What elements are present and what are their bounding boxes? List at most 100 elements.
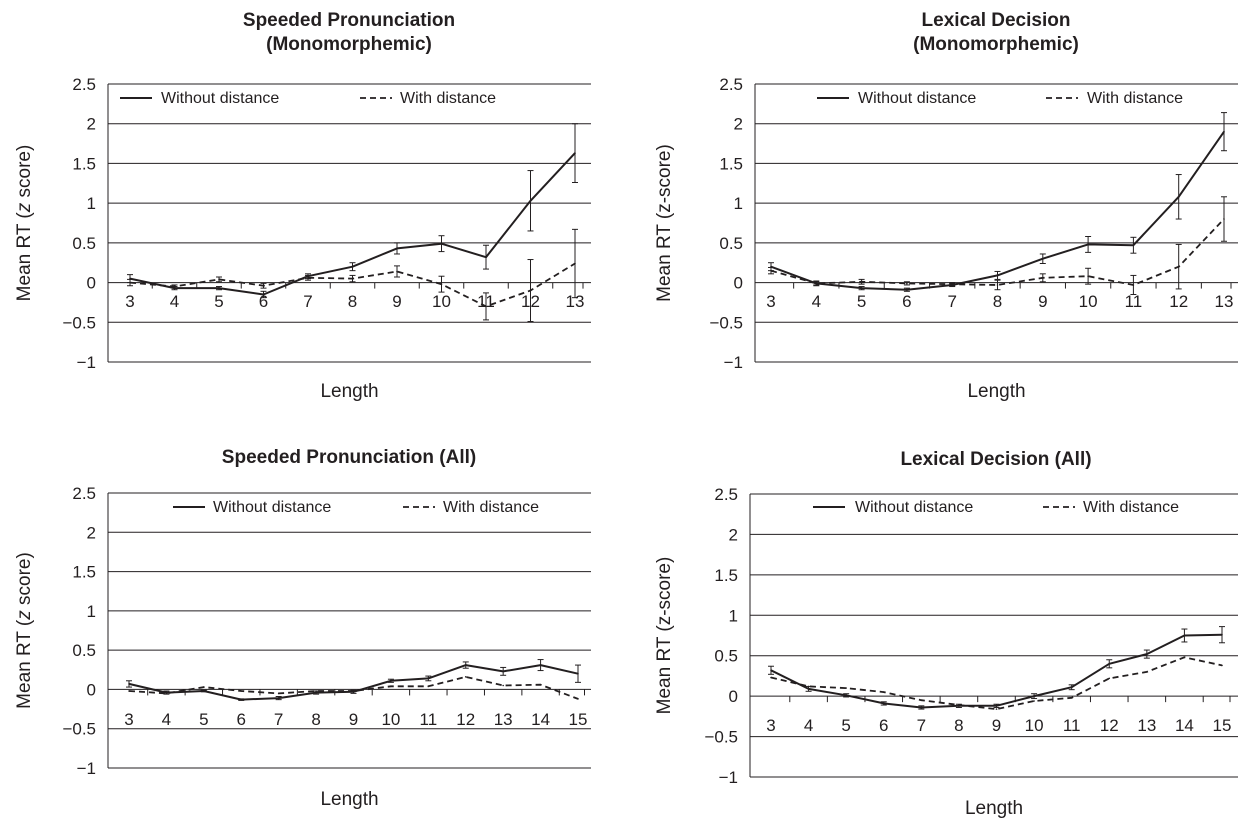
error-bar [903, 281, 910, 286]
x-tick-label: 9 [1038, 292, 1047, 311]
y-tick-label: 0 [734, 274, 743, 293]
y-axis-label: Mean RT (z score) [14, 145, 35, 302]
x-tick-label: 15 [1213, 716, 1232, 735]
y-axis-label: Mean RT (z-score) [654, 144, 675, 302]
series-with-distance [128, 676, 579, 700]
x-tick-label: 13 [1215, 292, 1234, 311]
error-bar [1181, 628, 1188, 643]
y-tick-label: −0.5 [62, 313, 96, 332]
error-bar [918, 705, 925, 710]
y-tick-label: −0.5 [704, 728, 738, 747]
chart-panel: Speeded Pronunciation (All) 2.5 2 1.5 1 0.5 0 −… [14, 447, 591, 810]
x-tick-label: 14 [531, 710, 550, 729]
y-tick-label: 0 [729, 687, 738, 706]
data-point [128, 690, 130, 692]
error-bar [537, 659, 544, 672]
y-tick-label: 1 [729, 606, 738, 625]
x-tick-label: 5 [199, 710, 208, 729]
x-tick-label: 12 [1169, 292, 1188, 311]
y-axis-label: Mean RT (z-score) [654, 557, 675, 715]
legend: Without distance With distance [817, 90, 1183, 107]
error-bar [126, 680, 132, 688]
y-tick-label: 1 [87, 602, 96, 621]
x-tick-label: 4 [170, 292, 179, 311]
legend-label: Without distance [161, 90, 279, 107]
series-with-distance [770, 656, 1223, 710]
x-tick-label: 12 [456, 710, 475, 729]
data-point [277, 692, 280, 695]
error-bar [843, 693, 850, 698]
error-bar [483, 244, 489, 270]
error-bar [127, 278, 133, 287]
error-bar [858, 278, 865, 285]
legend: Without distance With distance [173, 499, 539, 516]
error-bar [994, 279, 1001, 291]
legend-label: Without distance [213, 499, 331, 516]
x-tick-label: 10 [1079, 292, 1098, 311]
error-bar [572, 228, 578, 299]
y-tick-label: 1 [87, 194, 96, 213]
x-tick-label: 7 [917, 716, 926, 735]
error-bar [994, 270, 1001, 280]
x-tick-label: 10 [432, 292, 451, 311]
legend-label: With distance [443, 499, 539, 516]
y-tick-label: 1 [734, 194, 743, 213]
x-tick-label: 10 [1025, 716, 1044, 735]
error-bar [216, 276, 222, 283]
error-bar [1130, 274, 1137, 295]
error-bar [500, 666, 507, 676]
error-bar [260, 290, 267, 299]
x-tick-label: 5 [214, 292, 223, 311]
error-bar [305, 274, 311, 281]
legend-label: With distance [1087, 90, 1183, 107]
x-tick-label: 13 [494, 710, 513, 729]
x-axis-label: Length [320, 789, 378, 810]
legend-label: Without distance [855, 499, 973, 516]
error-bar [880, 701, 887, 706]
legend: Without distance With distance [120, 90, 496, 107]
series-line [128, 664, 579, 701]
y-tick-label: 2.5 [72, 484, 96, 503]
x-tick-label: 4 [812, 292, 821, 311]
y-tick-label: −0.5 [62, 720, 96, 739]
error-bar [1085, 267, 1092, 285]
data-point [352, 690, 355, 692]
error-bar [1039, 273, 1046, 283]
error-bar [394, 242, 400, 255]
series-line [770, 131, 1225, 291]
y-tick-label: 2 [87, 523, 96, 542]
series-line [128, 676, 579, 700]
legend-label: Without distance [858, 90, 976, 107]
data-point [203, 686, 205, 688]
x-tick-label: 5 [857, 292, 866, 311]
x-tick-label: 6 [902, 292, 911, 311]
y-tick-label: 2.5 [72, 75, 96, 94]
error-bar [527, 170, 534, 232]
chart-panel: Lexical Decision (All) 2.5 2 1.5 1 0.5 0 −0.5 −1… [654, 449, 1238, 819]
y-tick-label: 0.5 [719, 234, 743, 253]
data-point [845, 687, 847, 689]
error-bar [483, 292, 489, 321]
x-tick-label: 9 [349, 710, 358, 729]
error-bar [462, 661, 469, 669]
chart-title: Speeded Pronunciation (All) [222, 447, 476, 468]
y-tick-label: 2.5 [719, 75, 743, 94]
data-point [165, 692, 168, 695]
x-tick-label: 13 [566, 292, 585, 311]
error-bar [349, 262, 356, 272]
error-bar [1039, 253, 1046, 265]
error-bar [171, 284, 178, 289]
series-without-distance [126, 659, 581, 701]
y-tick-label: −1 [77, 353, 96, 372]
data-point [315, 690, 317, 692]
y-tick-label: 1.5 [72, 563, 96, 582]
y-tick-label: 2 [87, 115, 96, 134]
data-point [1108, 677, 1111, 680]
data-point [920, 699, 923, 701]
x-axis-label: Length [965, 798, 1023, 819]
series-without-distance [127, 123, 578, 299]
x-tick-label: 7 [303, 292, 312, 311]
chart-title: Speeded Pronunciation [243, 10, 455, 31]
x-tick-label: 7 [947, 292, 956, 311]
